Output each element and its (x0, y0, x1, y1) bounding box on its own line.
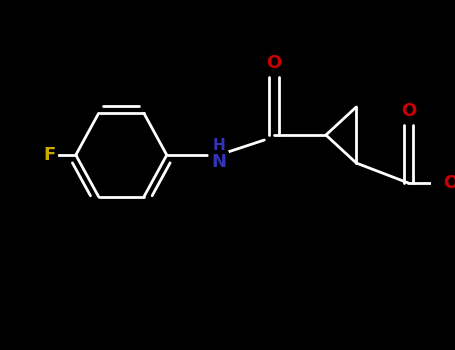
Text: O: O (266, 54, 282, 72)
Text: N: N (212, 153, 227, 171)
Text: F: F (43, 146, 56, 164)
Text: H: H (212, 138, 225, 153)
Text: O: O (401, 102, 416, 120)
Text: O: O (443, 174, 455, 192)
